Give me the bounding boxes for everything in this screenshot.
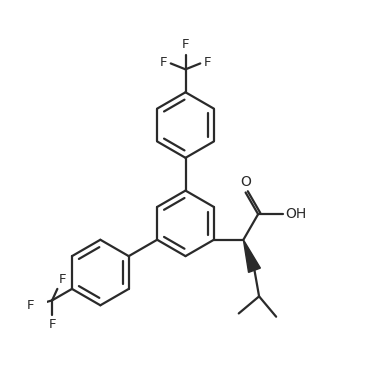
Text: O: O — [240, 175, 251, 189]
Text: F: F — [182, 38, 189, 51]
Text: F: F — [48, 318, 56, 331]
Text: OH: OH — [286, 207, 307, 221]
Polygon shape — [243, 240, 260, 272]
Text: F: F — [27, 299, 34, 312]
Text: F: F — [59, 273, 66, 285]
Text: F: F — [160, 56, 167, 69]
Text: F: F — [204, 56, 211, 69]
